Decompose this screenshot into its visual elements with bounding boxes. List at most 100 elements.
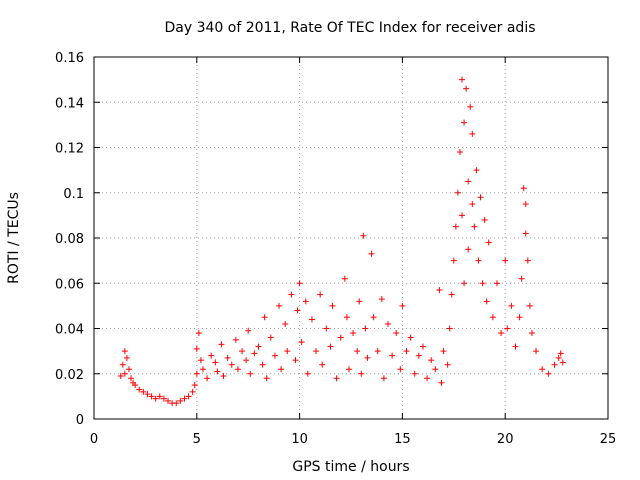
- data-point: [199, 366, 206, 373]
- data-point: [469, 130, 476, 137]
- data-point: [415, 352, 422, 359]
- data-point: [317, 291, 324, 298]
- data-point: [278, 366, 285, 373]
- data-point: [308, 316, 315, 323]
- data-point: [121, 370, 128, 377]
- data-point: [454, 189, 461, 196]
- grid-lines: [94, 57, 608, 419]
- data-point: [181, 395, 188, 402]
- data-point: [436, 287, 443, 294]
- data-point: [479, 280, 486, 287]
- data-point: [424, 375, 431, 382]
- data-point: [234, 366, 241, 373]
- data-point: [156, 393, 163, 400]
- x-tick-label: 5: [193, 432, 201, 447]
- data-point: [461, 119, 468, 126]
- y-tick-label: 0.08: [55, 232, 84, 247]
- data-point: [465, 178, 472, 185]
- data-point: [224, 354, 231, 361]
- data-point: [255, 343, 262, 350]
- data-point: [407, 334, 414, 341]
- data-point: [121, 348, 128, 355]
- data-point: [397, 366, 404, 373]
- data-point: [152, 395, 159, 402]
- data-point: [448, 291, 455, 298]
- data-point: [304, 370, 311, 377]
- data-point: [502, 257, 509, 264]
- data-point: [350, 330, 357, 337]
- data-point: [204, 375, 211, 382]
- data-point: [508, 302, 515, 309]
- data-point: [298, 339, 305, 346]
- data-point: [302, 298, 309, 305]
- data-point: [551, 361, 558, 368]
- data-point: [456, 149, 463, 156]
- data-point: [465, 246, 472, 253]
- data-point: [539, 366, 546, 373]
- data-point: [512, 343, 519, 350]
- y-tick-label: 0.12: [55, 142, 84, 157]
- data-point: [493, 280, 500, 287]
- data-point: [271, 352, 278, 359]
- y-tick-label: 0.04: [55, 323, 84, 338]
- chart-title: Day 340 of 2011, Rate Of TEC Index for r…: [164, 20, 535, 36]
- data-point: [393, 330, 400, 337]
- data-point: [239, 348, 246, 355]
- data-point: [345, 366, 352, 373]
- data-point: [197, 357, 204, 364]
- x-axis-ticks: 0 5 10 15 20 25: [90, 57, 616, 447]
- data-point: [368, 250, 375, 257]
- y-axis-ticks: 0 0.02 0.04 0.06 0.08 0.1 0.12 0.14 0.16: [55, 51, 608, 428]
- data-point: [193, 370, 200, 377]
- data-point: [533, 348, 540, 355]
- data-point: [177, 397, 184, 404]
- y-tick-label: 0.06: [55, 277, 84, 292]
- x-tick-label: 0: [90, 432, 98, 447]
- data-point: [403, 348, 410, 355]
- data-point: [450, 257, 457, 264]
- data-point: [185, 393, 192, 400]
- data-point: [292, 357, 299, 364]
- data-point: [555, 354, 562, 361]
- data-point: [498, 330, 505, 337]
- data-point: [380, 375, 387, 382]
- data-point: [461, 280, 468, 287]
- data-point: [370, 314, 377, 321]
- data-points: [117, 76, 566, 407]
- data-point: [356, 298, 363, 305]
- data-point: [189, 388, 196, 395]
- x-tick-label: 20: [497, 432, 514, 447]
- data-point: [228, 361, 235, 368]
- data-point: [354, 348, 361, 355]
- data-point: [411, 370, 418, 377]
- data-point: [522, 201, 529, 208]
- data-point: [485, 239, 492, 246]
- data-point: [438, 379, 445, 386]
- data-point: [251, 350, 258, 357]
- data-point: [288, 291, 295, 298]
- data-point: [467, 103, 474, 110]
- data-point: [125, 366, 132, 373]
- data-point: [296, 280, 303, 287]
- y-tick-label: 0: [76, 413, 84, 428]
- x-tick-label: 25: [600, 432, 617, 447]
- data-point: [263, 375, 270, 382]
- data-point: [144, 391, 151, 398]
- data-point: [261, 314, 268, 321]
- data-point: [504, 325, 511, 332]
- data-point: [389, 352, 396, 359]
- x-axis-label: GPS time / hours: [292, 459, 409, 475]
- data-point: [245, 327, 252, 334]
- y-tick-label: 0.16: [55, 51, 84, 66]
- data-point: [557, 350, 564, 357]
- data-point: [526, 302, 533, 309]
- data-point: [212, 359, 219, 366]
- y-axis-label: ROTI / TECUs: [6, 192, 22, 284]
- data-point: [469, 201, 476, 208]
- data-point: [362, 325, 369, 332]
- data-point: [432, 366, 439, 373]
- data-point: [378, 296, 385, 303]
- data-point: [220, 373, 227, 380]
- data-point: [329, 302, 336, 309]
- data-point: [132, 382, 139, 389]
